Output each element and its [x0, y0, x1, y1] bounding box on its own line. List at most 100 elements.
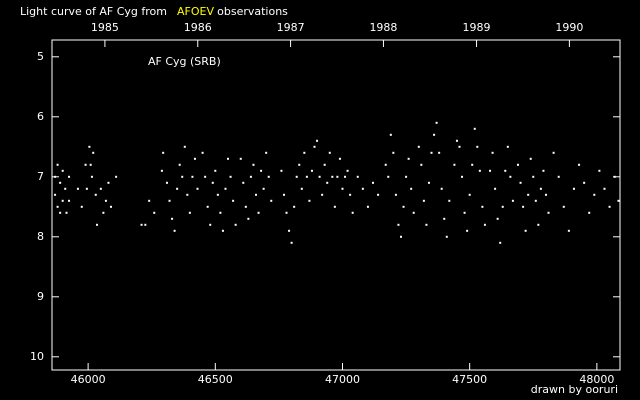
data-point [402, 205, 405, 208]
data-point [372, 181, 375, 184]
data-point [361, 187, 364, 190]
data-point [176, 187, 179, 190]
data-point [90, 175, 93, 178]
data-point [557, 175, 560, 178]
data-point [494, 187, 497, 190]
data-point [61, 199, 64, 202]
data-point [328, 151, 331, 154]
data-point [384, 163, 387, 166]
title-suffix: observations [217, 5, 288, 18]
data-point [80, 205, 83, 208]
data-point [578, 163, 581, 166]
data-point [529, 157, 532, 160]
data-point [153, 211, 156, 214]
data-point [478, 169, 481, 172]
data-point [318, 175, 321, 178]
data-point [234, 223, 237, 226]
data-point [214, 169, 217, 172]
data-point [397, 223, 400, 226]
data-point [173, 229, 176, 232]
data-point [544, 193, 547, 196]
data-point [427, 181, 430, 184]
data-point [88, 145, 91, 148]
x-tick-label: 48000 [579, 373, 614, 386]
chart-title: Light curve of AF Cyg from AFOEV observati… [20, 5, 288, 18]
data-point [617, 199, 620, 202]
data-point [282, 193, 285, 196]
data-point [92, 151, 95, 154]
data-point [593, 193, 596, 196]
x2-tick-label: 1990 [555, 21, 583, 34]
y-tick-label: 10 [30, 350, 44, 363]
data-point [356, 175, 359, 178]
data-point [310, 169, 313, 172]
data-point [76, 187, 79, 190]
data-point [201, 151, 204, 154]
data-point [171, 217, 174, 220]
data-point [224, 187, 227, 190]
data-point [463, 211, 466, 214]
data-point [96, 223, 99, 226]
x-tick-label: 46500 [198, 373, 233, 386]
data-point [305, 175, 308, 178]
data-point [219, 211, 222, 214]
data-point [346, 169, 349, 172]
data-point [148, 199, 151, 202]
data-point [542, 169, 545, 172]
data-point [501, 205, 504, 208]
data-point [186, 193, 189, 196]
data-point [331, 175, 334, 178]
data-point [110, 205, 113, 208]
data-point [267, 175, 270, 178]
data-point [349, 193, 352, 196]
data-point [165, 181, 168, 184]
data-point [252, 163, 255, 166]
title-prefix: Light curve of AF Cyg from [20, 5, 167, 18]
data-point [598, 169, 601, 172]
title-highlight: AFOEV [177, 5, 214, 18]
data-point [466, 229, 469, 232]
data-point [532, 175, 535, 178]
data-point [211, 181, 214, 184]
data-point [270, 199, 273, 202]
data-point [209, 223, 212, 226]
data-point [168, 199, 171, 202]
data-point [303, 151, 306, 154]
data-point [613, 175, 616, 178]
data-point [516, 163, 519, 166]
data-point [537, 223, 540, 226]
data-point [183, 145, 186, 148]
data-point [522, 205, 525, 208]
data-point [534, 199, 537, 202]
data-point [496, 217, 499, 220]
data-point [107, 181, 110, 184]
data-point [260, 169, 263, 172]
data-point [196, 187, 199, 190]
data-point [193, 157, 196, 160]
data-point [433, 133, 436, 136]
data-point [377, 193, 380, 196]
data-point [65, 211, 68, 214]
data-point [102, 211, 105, 214]
data-point [389, 133, 392, 136]
data-point [298, 163, 301, 166]
data-point [351, 211, 354, 214]
data-point [257, 211, 260, 214]
data-point [394, 193, 397, 196]
data-point [188, 211, 191, 214]
data-point [504, 169, 507, 172]
x2-tick-label: 1988 [369, 21, 397, 34]
data-point [440, 187, 443, 190]
data-point [244, 205, 247, 208]
data-point [104, 199, 107, 202]
data-point [239, 157, 242, 160]
data-point [489, 169, 492, 172]
data-point [499, 241, 502, 244]
data-point [468, 193, 471, 196]
data-point [280, 169, 283, 172]
data-point [336, 175, 339, 178]
data-point [608, 205, 611, 208]
data-point [471, 163, 474, 166]
data-point [89, 163, 92, 166]
data-point [68, 175, 71, 178]
